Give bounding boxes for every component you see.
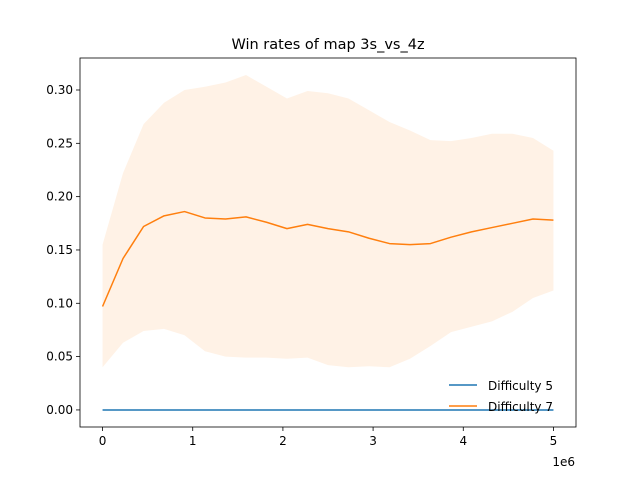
x-tick-label: 5 [550, 434, 558, 448]
y-tick-label: 0.20 [46, 190, 73, 204]
x-tick-label: 4 [459, 434, 467, 448]
y-tick-label: 0.25 [46, 136, 73, 150]
confidence-band-series-1 [102, 75, 554, 368]
y-axis: 0.00 0.05 0.10 0.15 0.20 0.25 0.30 [46, 83, 80, 417]
x-tick-label: 0 [99, 434, 107, 448]
x-axis: 0 1 2 3 4 5 [99, 427, 558, 448]
series-lines [101, 210, 554, 411]
x-tick-label: 2 [279, 434, 287, 448]
confidence-bands [102, 75, 554, 368]
axes-frame [79, 57, 577, 428]
y-tick-label: 0.00 [46, 403, 73, 417]
x-tick-label: 3 [369, 434, 377, 448]
y-tick-label: 0.10 [46, 296, 73, 310]
x-axis-offset-label: 1e6 [552, 455, 575, 469]
chart-title: Win rates of map 3s_vs_4z [231, 37, 424, 53]
y-tick-label: 0.05 [46, 350, 73, 364]
y-tick-label: 0.15 [46, 243, 73, 257]
plot-area [79, 57, 577, 428]
series-line-1 [101, 210, 554, 307]
legend-label-difficulty-5: Difficulty 5 [488, 379, 553, 393]
x-tick-label: 1 [189, 434, 197, 448]
y-tick-label: 0.30 [46, 83, 73, 97]
legend-label-difficulty-7: Difficulty 7 [488, 400, 553, 414]
legend: Difficulty 5 Difficulty 7 [449, 379, 553, 414]
